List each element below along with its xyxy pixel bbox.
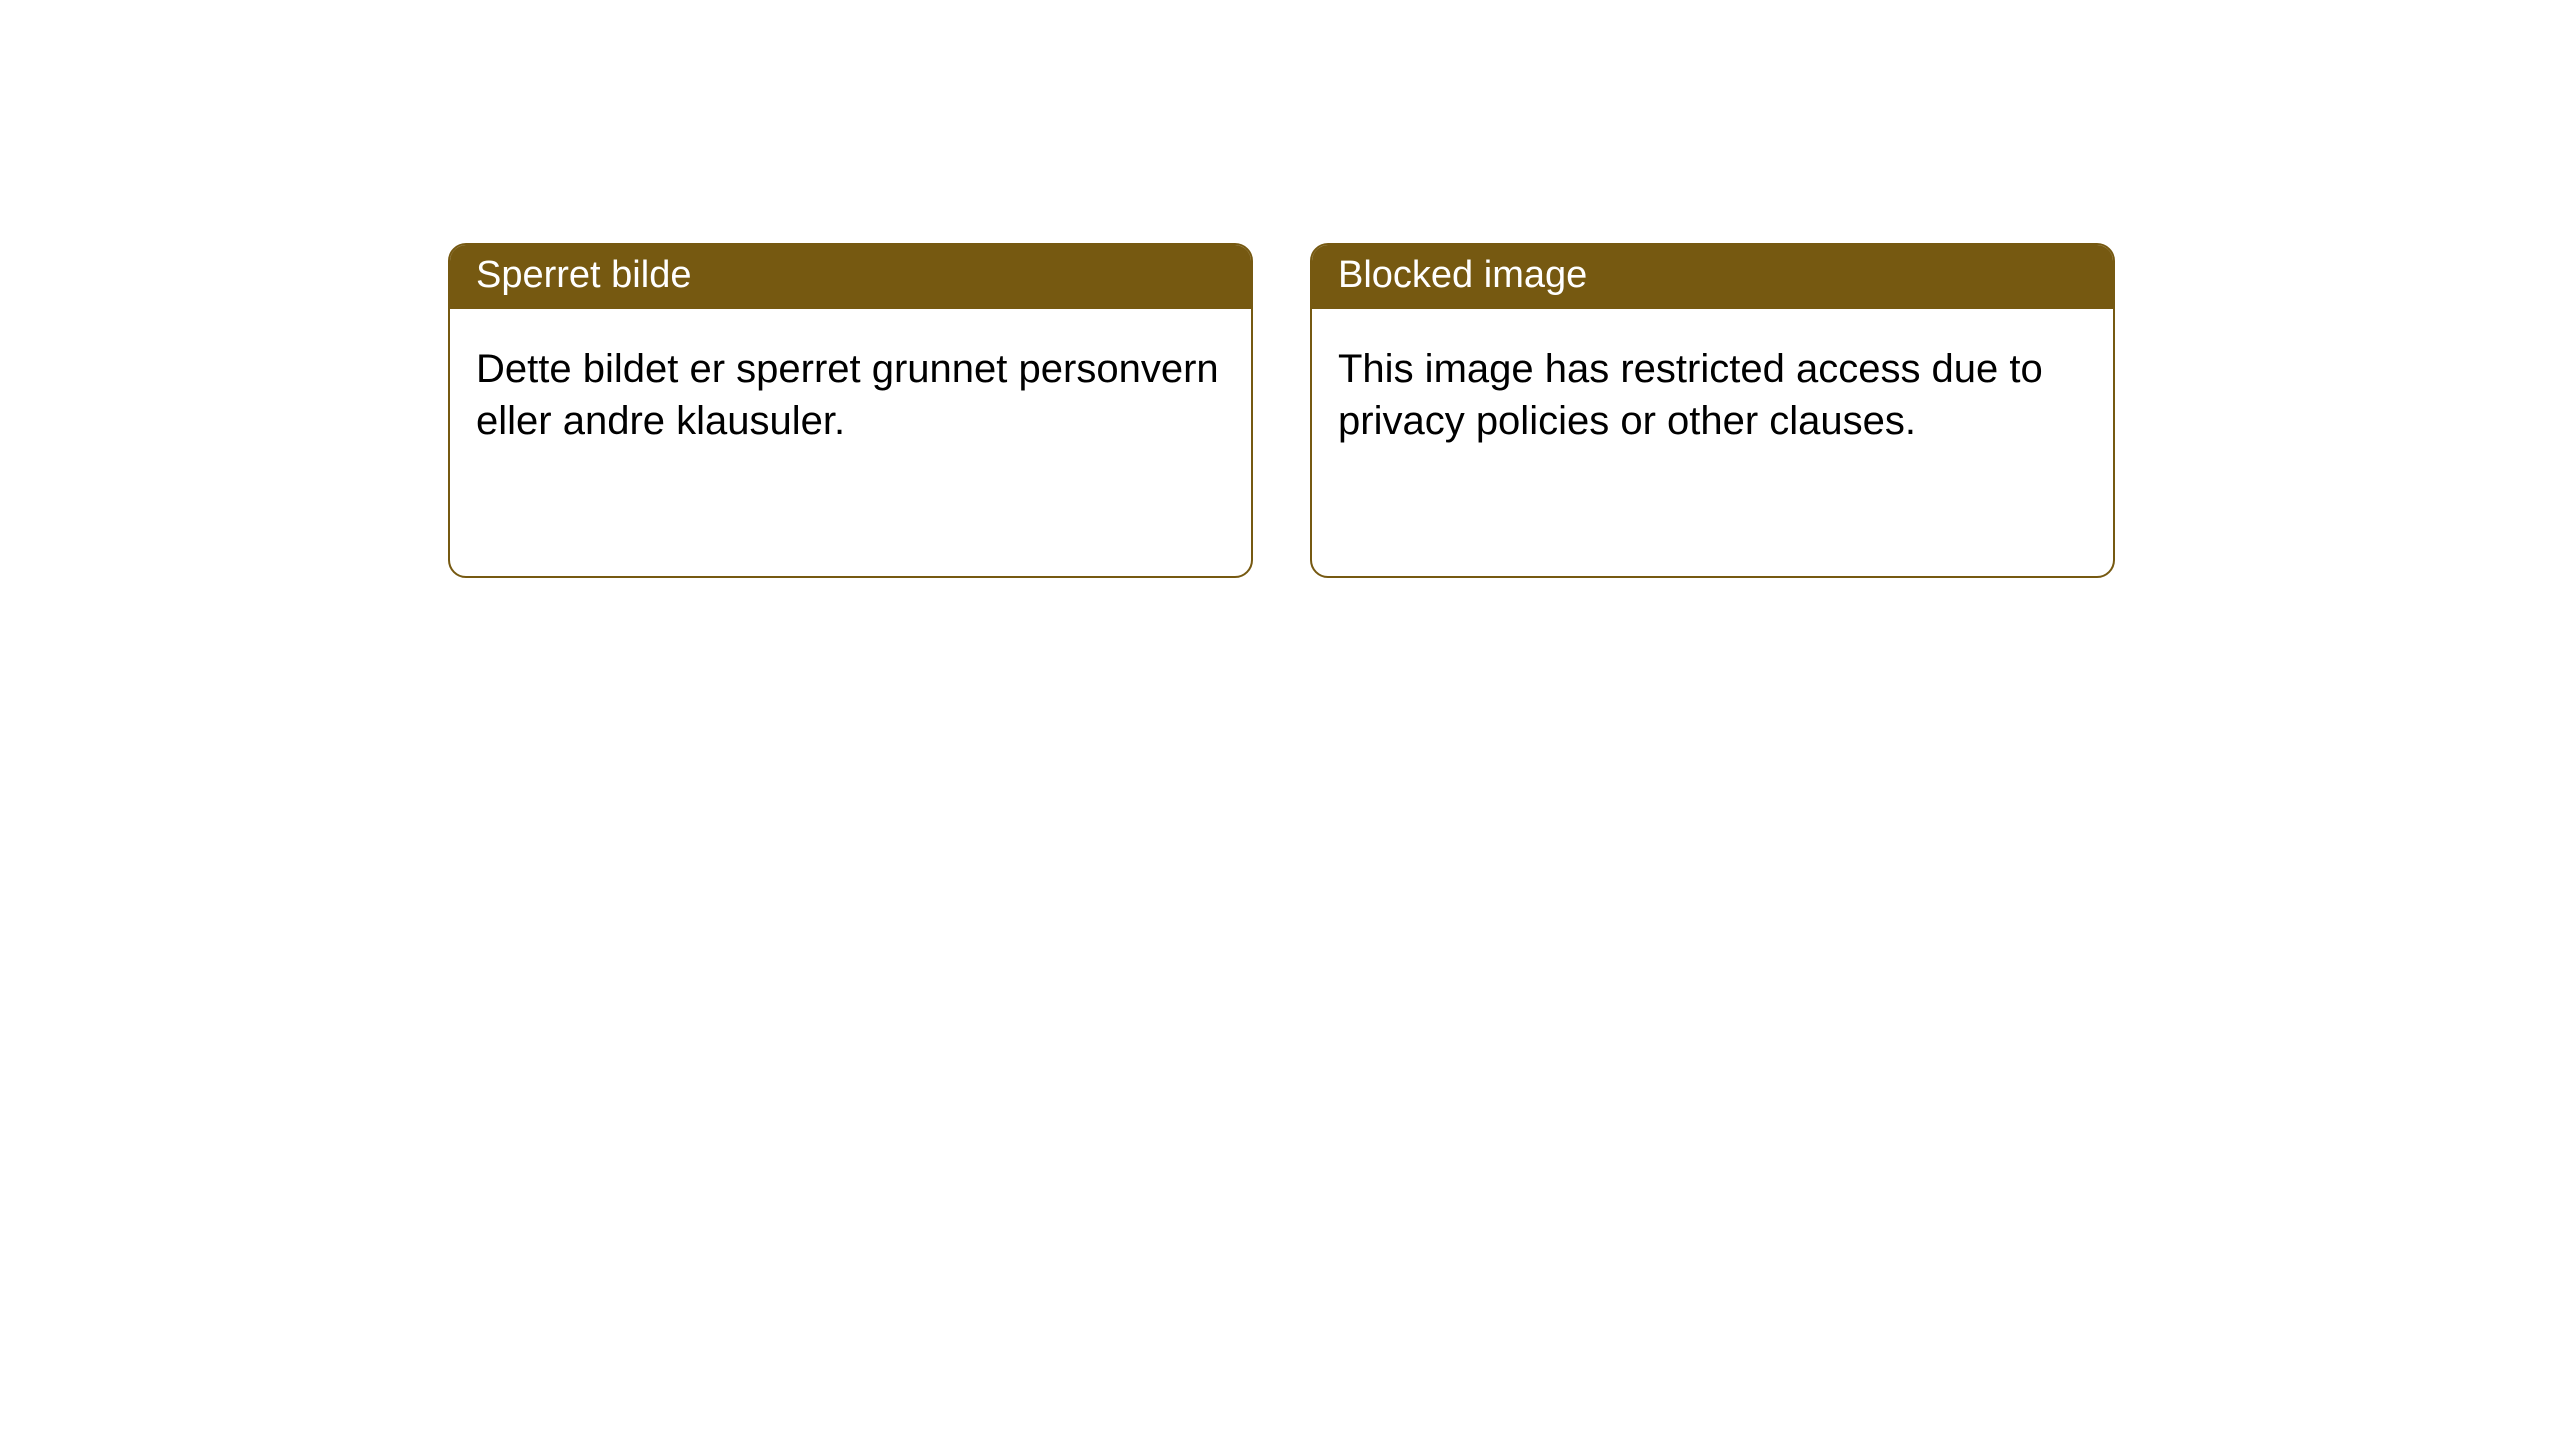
card-header: Sperret bilde — [450, 245, 1251, 309]
card-header: Blocked image — [1312, 245, 2113, 309]
card-body: Dette bildet er sperret grunnet personve… — [450, 309, 1251, 481]
cards-container: Sperret bilde Dette bildet er sperret gr… — [448, 243, 2115, 578]
card-body: This image has restricted access due to … — [1312, 309, 2113, 481]
blocked-image-card-en: Blocked image This image has restricted … — [1310, 243, 2115, 578]
blocked-image-card-no: Sperret bilde Dette bildet er sperret gr… — [448, 243, 1253, 578]
